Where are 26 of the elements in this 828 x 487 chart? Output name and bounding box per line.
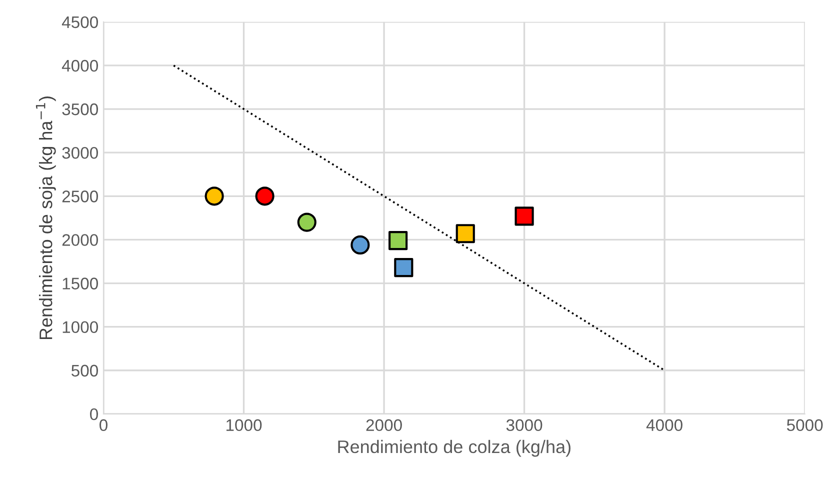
y-tick-label: 2000: [62, 234, 98, 246]
point: [394, 258, 414, 278]
y-tick-label: 500: [72, 364, 98, 377]
point: [204, 186, 224, 206]
point: [350, 235, 370, 254]
x-tick-label: 5000: [786, 419, 823, 432]
y-axis-title: Rendimiento de soja (kg ha$^{−1}$): [36, 96, 56, 340]
y-tick-label: 0: [90, 408, 98, 420]
y-tick-label: 2500: [62, 190, 98, 202]
x-tick-label: 0: [100, 419, 108, 432]
y-tick-label: 1000: [62, 321, 98, 334]
x-axis-title: Rendimiento de colza (kg/ha): [338, 440, 570, 457]
point: [456, 224, 475, 244]
point: [255, 186, 274, 206]
point: [388, 231, 408, 250]
x-tick-label: 1000: [226, 419, 262, 432]
y-tick-label: 3500: [62, 103, 98, 116]
y-tick-label: 4500: [62, 16, 98, 28]
y-tick-label: 4000: [62, 60, 98, 72]
point: [297, 212, 316, 232]
y-tick-label: 3000: [62, 146, 98, 159]
x-tick-label: 2000: [366, 419, 402, 432]
x-tick-label: 4000: [646, 419, 682, 432]
y-tick-label: 1500: [62, 278, 98, 290]
x-tick-label: 3000: [506, 419, 542, 432]
point: [514, 206, 534, 226]
